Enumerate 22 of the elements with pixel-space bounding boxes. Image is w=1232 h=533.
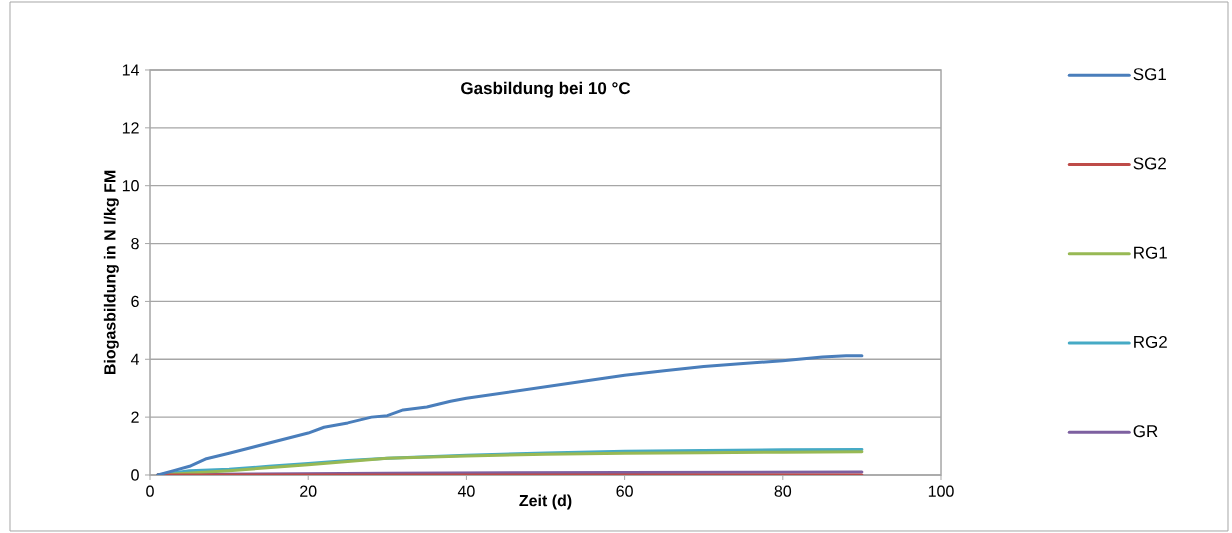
y-tick-label: 14 (122, 64, 140, 76)
legend-label: RG1 (1134, 246, 1167, 259)
y-tick-label: 12 (122, 122, 139, 134)
text: Gasbildung bei 10 °C (461, 81, 631, 98)
legend-label: SG1 (1133, 68, 1166, 81)
y-axis-title: Biogasbildung in N l/kg FM (103, 170, 119, 375)
y-tick-label: 0 (131, 469, 139, 481)
y-tick-label: 6 (131, 295, 139, 308)
x-tick-label: 0 (146, 485, 154, 497)
x-tick-label: 100 (928, 485, 954, 497)
y-tick-label: 2 (131, 411, 139, 423)
legend-label: GR (1133, 425, 1158, 438)
y-tick-label: 4 (130, 353, 140, 365)
y-tick-label: 10 (122, 180, 139, 192)
x-tick-label: 20 (300, 485, 317, 497)
legend-label: SG2 (1133, 157, 1166, 170)
x-tick-label: 80 (774, 485, 792, 497)
legend-label: RG2 (1134, 335, 1167, 348)
x-tick-label: 60 (616, 485, 633, 497)
x-tick-label: 40 (457, 485, 475, 497)
y-tick-label: 8 (131, 237, 139, 250)
x-axis-title: Zeit (d) (519, 494, 572, 510)
